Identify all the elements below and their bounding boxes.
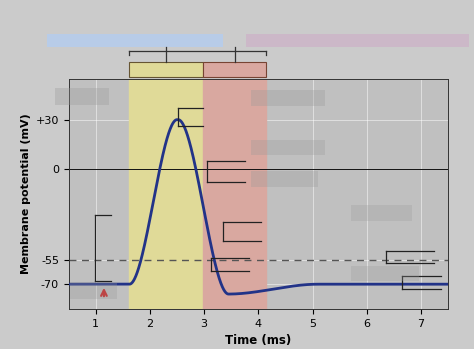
Bar	[351, 266, 419, 281]
Bar	[129, 62, 203, 77]
Bar	[351, 205, 412, 221]
Bar	[203, 79, 266, 309]
Bar	[70, 282, 117, 299]
X-axis label: Time (ms): Time (ms)	[225, 334, 292, 347]
Bar	[251, 140, 325, 155]
Bar	[55, 88, 109, 105]
Bar	[251, 171, 318, 187]
Bar	[203, 62, 266, 77]
Bar	[129, 79, 203, 309]
Bar	[251, 90, 325, 106]
Bar	[47, 34, 223, 47]
Bar	[246, 34, 469, 47]
Y-axis label: Membrane potential (mV): Membrane potential (mV)	[21, 113, 31, 274]
